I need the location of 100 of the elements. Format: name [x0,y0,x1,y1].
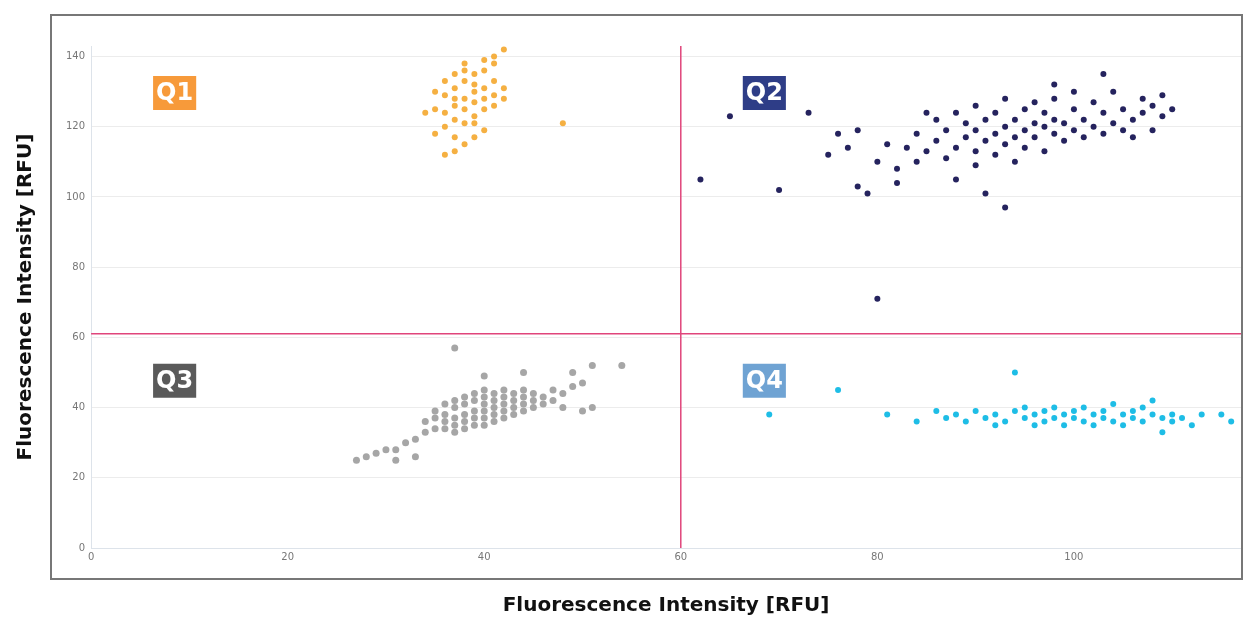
point [471,120,478,127]
point [451,134,458,141]
point [1002,418,1009,425]
point [500,85,507,92]
point [1218,411,1225,418]
point [952,411,959,418]
point [972,408,979,415]
point [1011,369,1018,376]
point [461,60,468,67]
point [500,95,507,102]
point [933,408,940,415]
x-tick-label: 60 [674,550,688,562]
point [962,418,969,425]
point [1228,418,1235,425]
point [992,422,999,429]
point [451,116,458,123]
point [491,60,498,67]
point [1070,415,1077,422]
point [471,88,478,95]
point [461,106,468,113]
point [943,415,950,422]
point [451,102,458,109]
point [491,53,498,60]
point [1061,411,1068,418]
point [1041,408,1048,415]
point [1169,411,1176,418]
point [451,95,458,102]
point [461,78,468,85]
point [1011,408,1018,415]
point [884,411,891,418]
point [1198,411,1205,418]
point [982,415,989,422]
x-tick-label: 40 [477,550,491,562]
point [481,85,488,92]
point [1110,418,1117,425]
point [441,78,448,85]
point [835,387,842,394]
y-tick-label: 80 [72,260,86,272]
x-tick-label: 20 [281,550,295,562]
point [1120,422,1127,429]
point [1021,404,1028,411]
annotation: Q2 [745,78,783,107]
point [1110,401,1117,408]
annotation: Q3 [156,366,194,395]
y-tick-label: 0 [78,541,86,553]
point [1188,422,1195,429]
x-tick-label: 0 [87,550,95,562]
point [451,71,458,78]
point [432,106,439,113]
point [422,109,429,116]
point [461,120,468,127]
point [1169,418,1176,425]
y-tick-label: 60 [72,330,86,342]
point [461,67,468,74]
point [500,46,507,53]
point [1021,415,1028,422]
point [481,57,488,64]
point [471,134,478,141]
point [1120,411,1127,418]
point [471,99,478,106]
point [441,109,448,116]
y-axis-title: Fluorescence Intensity [RFU] [12,133,37,461]
point [1159,429,1166,436]
point [441,92,448,99]
point [1129,408,1136,415]
point [471,81,478,88]
point [1139,418,1146,425]
point [1070,408,1077,415]
point [766,411,773,418]
point [1159,415,1166,422]
point [481,95,488,102]
point [1149,397,1156,404]
x-tick-label: 100 [1064,550,1084,562]
point [491,78,498,85]
point [913,418,920,425]
point [451,85,458,92]
point [1041,418,1048,425]
point [481,106,488,113]
point [1090,411,1097,418]
point [1080,404,1087,411]
point [1139,404,1146,411]
point [451,148,458,155]
point [1051,404,1058,411]
point [461,95,468,102]
y-tick-label: 20 [72,471,86,483]
point [1051,415,1058,422]
x-axis-title: Fluorescence Intensity [RFU] [502,592,830,617]
point [491,92,498,99]
point [432,130,439,137]
point [992,411,999,418]
point [441,123,448,130]
point [1031,422,1038,429]
point [1080,418,1087,425]
point [1061,422,1068,429]
point [441,151,448,158]
point [481,67,488,74]
point [1031,411,1038,418]
annotation: Q4 [745,366,783,395]
annotation: Q1 [156,78,194,107]
y-tick-label: 120 [65,120,86,132]
